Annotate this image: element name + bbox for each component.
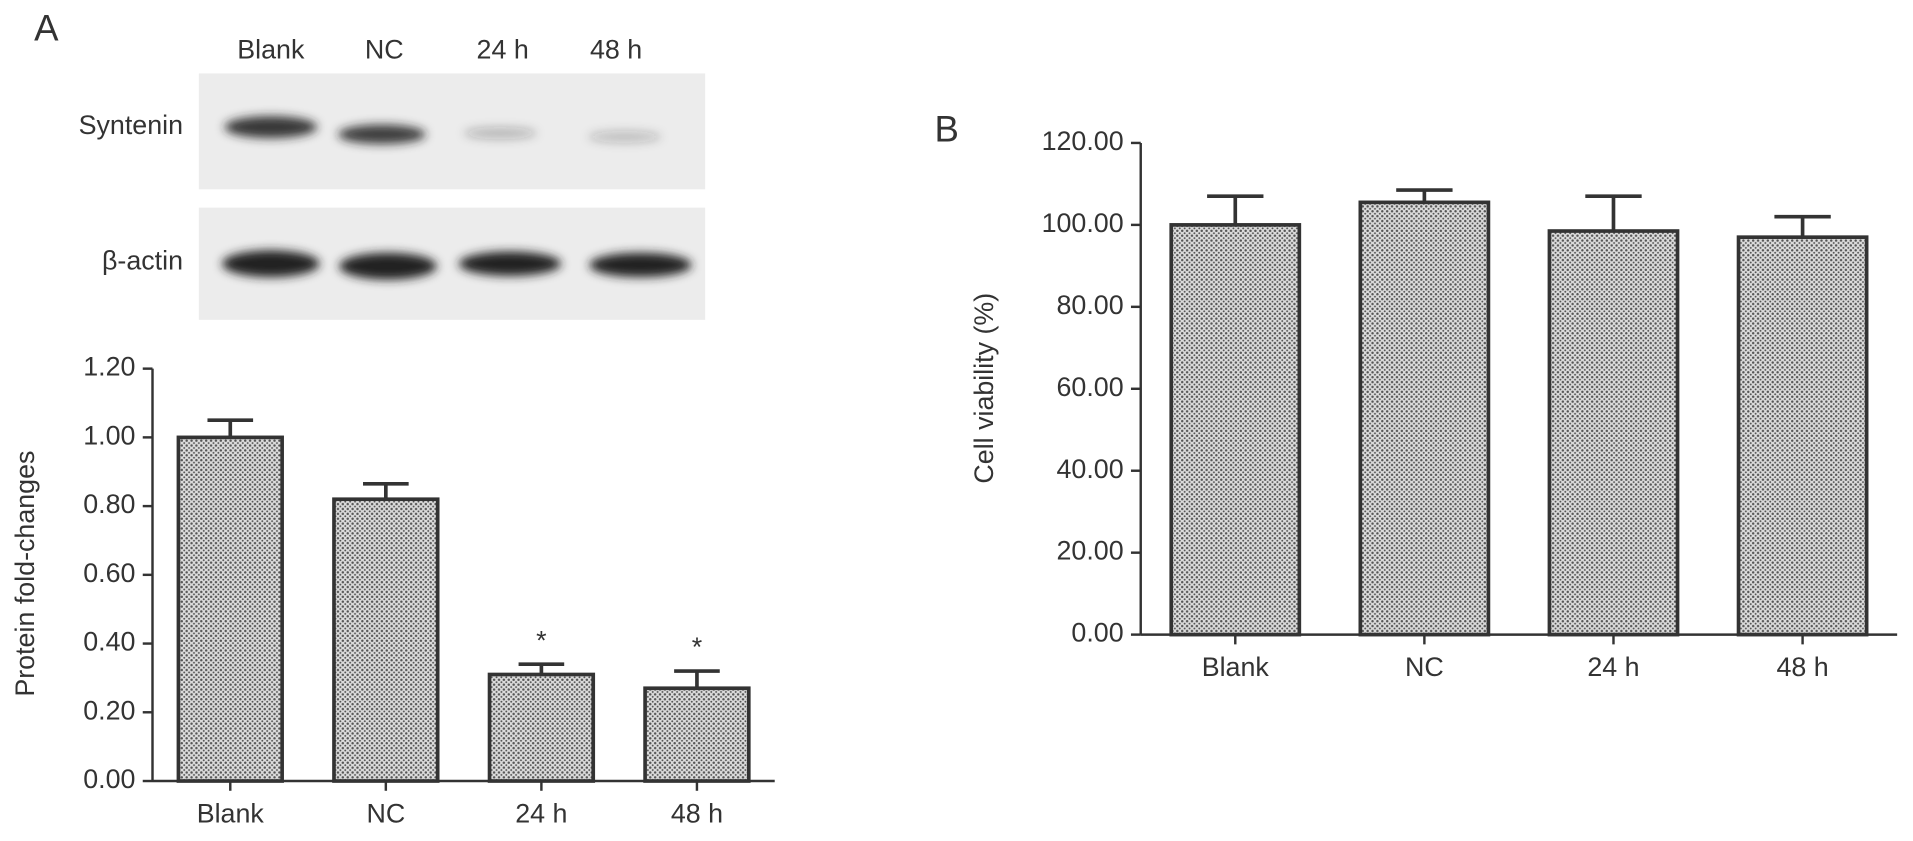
x-tick-label: Blank: [1202, 652, 1270, 682]
x-tick-label: 24 h: [1587, 652, 1639, 682]
y-tick-label: 120.00: [1042, 126, 1124, 156]
x-tick-label: 48 h: [671, 798, 723, 828]
y-tick-label: 0.00: [83, 764, 135, 794]
row-label: β-actin: [102, 246, 183, 276]
y-tick-label: 20.00: [1057, 536, 1124, 566]
lane-label: 24 h: [477, 35, 529, 65]
panel-label: A: [34, 7, 59, 48]
lane-label: 48 h: [590, 35, 642, 65]
x-tick-label: NC: [1405, 652, 1444, 682]
y-tick-label: 80.00: [1057, 290, 1124, 320]
bar: [1547, 229, 1680, 637]
bar: [1736, 235, 1869, 637]
significance-mark: *: [536, 625, 547, 655]
y-tick-label: 1.20: [83, 352, 135, 382]
y-tick-label: 0.80: [83, 489, 135, 519]
row-label: Syntenin: [79, 110, 183, 140]
x-tick-label: 48 h: [1776, 652, 1828, 682]
lane-label: NC: [365, 35, 404, 65]
bar: [487, 672, 596, 783]
bar: [1358, 200, 1491, 637]
western-blot: Blank NC 24 h 48 h Syntenin β-actin: [79, 35, 706, 320]
y-tick-label: 0.20: [83, 695, 135, 725]
y-tick-label: 100.00: [1042, 208, 1124, 238]
bar: [176, 435, 284, 783]
y-tick-label: 0.60: [83, 558, 135, 588]
y-axis-label: Protein fold-changes: [10, 451, 40, 697]
y-tick-label: 40.00: [1057, 454, 1124, 484]
x-tick-label: 24 h: [515, 798, 567, 828]
y-tick-label: 0.40: [83, 627, 135, 657]
y-tick-label: 60.00: [1057, 372, 1124, 402]
y-tick-label: 1.00: [83, 420, 135, 450]
x-tick-label: NC: [366, 798, 405, 828]
lane-label: Blank: [237, 35, 305, 65]
y-axis-label: Cell viability (%): [969, 293, 999, 484]
x-tick-label: Blank: [197, 798, 265, 828]
significance-mark: *: [692, 632, 703, 662]
bar: [1169, 223, 1302, 637]
bar: [332, 497, 440, 783]
panel-label: B: [935, 109, 959, 150]
y-tick-label: 0.00: [1071, 618, 1123, 648]
bar: [643, 686, 751, 783]
